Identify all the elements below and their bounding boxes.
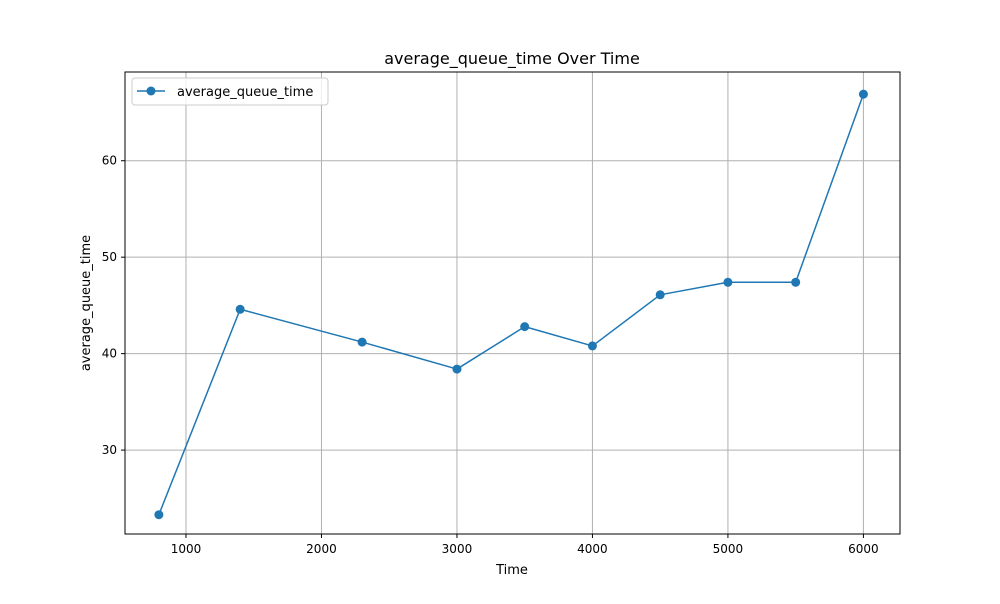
legend-box — [131, 77, 329, 106]
data-point — [791, 277, 801, 287]
legend-label: average_queue_time — [177, 85, 313, 100]
y-axis-label: average_queue_time — [79, 235, 94, 371]
x-tick-label: 2000 — [306, 542, 337, 556]
legend: average_queue_time — [131, 77, 329, 106]
legend-marker — [146, 86, 156, 96]
data-point — [452, 364, 462, 374]
y-tick-label: 50 — [102, 250, 117, 264]
axis-ticks: 1000 2000 3000 4000 5000 6000 30 40 50 60 — [102, 154, 879, 556]
x-tick-label: 6000 — [848, 542, 879, 556]
y-tick-label: 40 — [102, 347, 117, 361]
data-point — [357, 337, 367, 347]
x-tick-label: 1000 — [171, 542, 202, 556]
x-tick-label: 5000 — [713, 542, 744, 556]
chart-title: average_queue_time Over Time — [384, 49, 640, 69]
data-point — [587, 341, 597, 351]
y-tick-label: 30 — [102, 443, 117, 457]
data-point — [154, 510, 164, 520]
series-layer — [154, 89, 868, 520]
data-point — [655, 290, 665, 300]
plot-frame — [124, 71, 901, 535]
data-point — [723, 277, 733, 287]
x-axis-label: Time — [495, 563, 528, 578]
series-line — [158, 93, 865, 515]
grid — [125, 72, 900, 534]
data-point — [520, 322, 530, 332]
y-tick-label: 60 — [102, 154, 117, 168]
data-point — [858, 89, 868, 99]
data-point — [235, 304, 245, 314]
x-tick-label: 4000 — [577, 542, 608, 556]
x-tick-label: 3000 — [442, 542, 473, 556]
